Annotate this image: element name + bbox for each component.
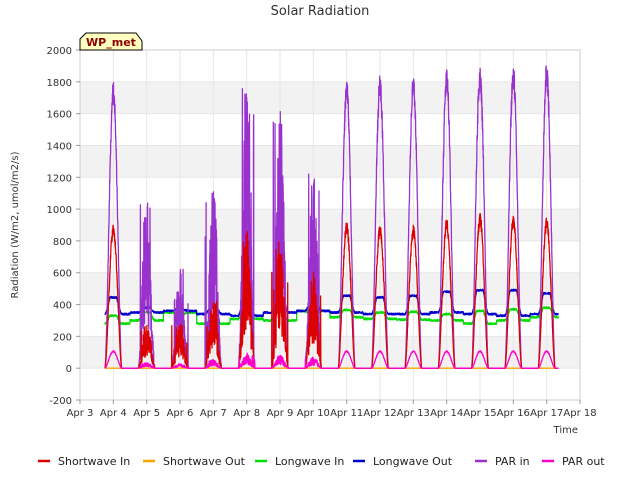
x-tick-label: Apr 5 — [133, 408, 160, 419]
legend: Shortwave In Shortwave Out Longwave In Long… — [38, 455, 605, 468]
x-tick-label: Apr 3 — [67, 408, 94, 419]
x-tick-label: Apr 7 — [200, 408, 227, 419]
site-badge: WP_met — [79, 32, 143, 51]
legend-label: Longwave In — [275, 455, 344, 468]
y-tick-label: 1000 — [47, 205, 72, 216]
y-tick-label: 400 — [53, 301, 72, 312]
x-tick-label: Apr 17 — [530, 408, 563, 419]
x-tick-label: Apr 4 — [100, 408, 127, 419]
x-tick-label: Apr 18 — [563, 408, 596, 419]
y-tick-label: 600 — [53, 269, 72, 280]
legend-label: Shortwave In — [58, 455, 130, 468]
legend-label: Shortwave Out — [163, 455, 246, 468]
x-tick-label: Apr 10 — [297, 408, 330, 419]
y-axis-title: Radiation (W/m2, umol/m2/s) — [10, 151, 21, 298]
y-tick-label: 0 — [66, 364, 72, 375]
x-tick-label: Apr 9 — [267, 408, 294, 419]
band — [80, 272, 580, 305]
series-lines — [104, 65, 559, 369]
x-tick-label: Apr 6 — [167, 408, 194, 419]
band — [80, 209, 580, 241]
y-tick-label: 200 — [53, 332, 72, 343]
y-axis-ticks: -200 0 200 400 600 800 1000 1200 1400 1600 1800 200… — [47, 46, 80, 407]
y-tick-label: 2000 — [47, 46, 72, 57]
x-tick-label: Apr 13 — [397, 408, 430, 419]
y-tick-label: 1600 — [47, 110, 72, 121]
plot-frame — [79, 49, 581, 401]
legend-label: PAR out — [562, 455, 605, 468]
x-tick-label: Apr 14 — [430, 408, 463, 419]
band — [80, 336, 580, 369]
x-axis-ticks: Apr 3 Apr 4 Apr 5 Apr 6 Apr 7 Apr 8 Apr 9 Apr 1… — [67, 400, 597, 419]
legend-label: PAR in — [495, 455, 530, 468]
y-tick-label: 1800 — [47, 78, 72, 89]
legend-label: Longwave Out — [373, 455, 453, 468]
band — [80, 81, 580, 114]
y-tick-label: 1200 — [47, 173, 72, 184]
chart-title: Solar Radiation — [271, 4, 370, 19]
x-tick-label: Apr 15 — [463, 408, 496, 419]
x-tick-label: Apr 12 — [363, 408, 396, 419]
y-tick-label: -200 — [49, 396, 72, 407]
background-bands — [80, 81, 580, 369]
site-badge-label: WP_met — [86, 36, 136, 49]
x-tick-label: Apr 8 — [233, 408, 260, 419]
series-line-longwave-in — [104, 306, 559, 326]
x-tick-label: Apr 11 — [330, 408, 363, 419]
site-badge-shape — [79, 32, 143, 51]
series-line-par-out — [104, 350, 559, 369]
x-axis-title: Time — [553, 425, 578, 436]
band — [80, 145, 580, 178]
y-tick-label: 1400 — [47, 141, 72, 152]
y-tick-label: 800 — [53, 237, 72, 248]
x-tick-label: Apr 16 — [497, 408, 530, 419]
